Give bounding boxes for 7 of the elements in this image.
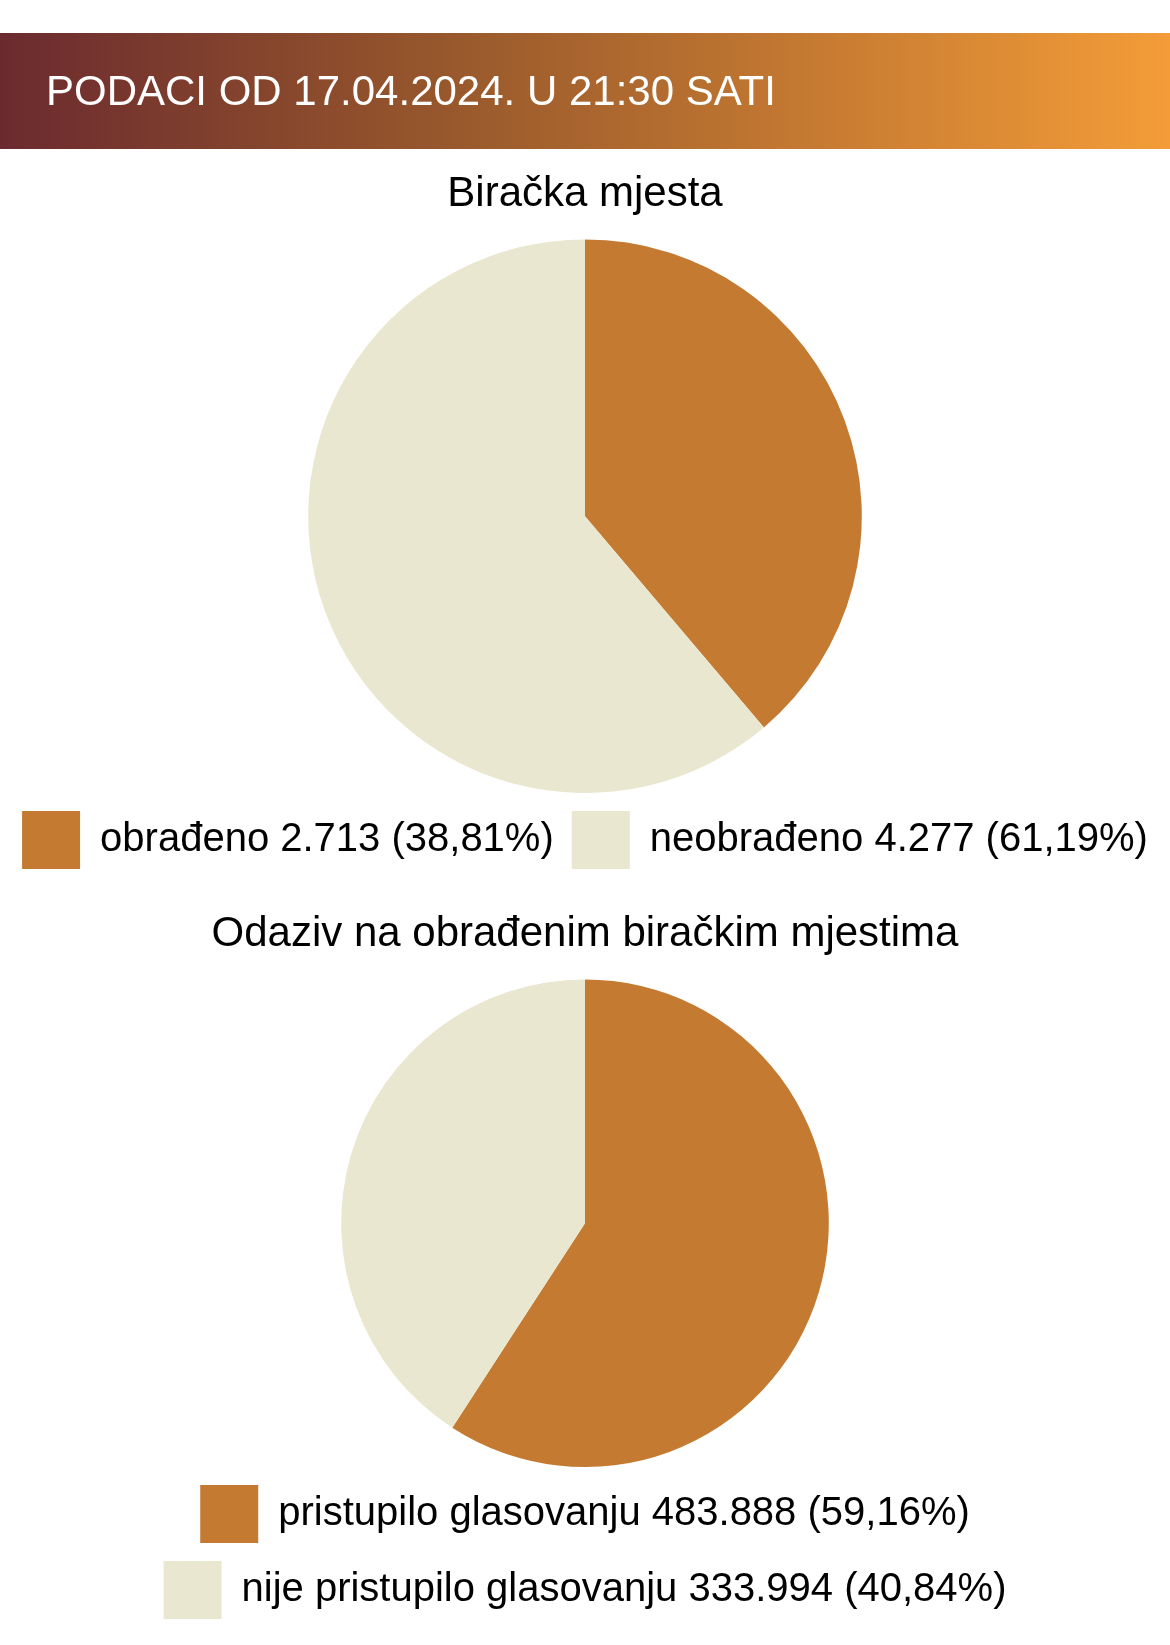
chart-subtitle: Biračka mjesta bbox=[447, 167, 724, 215]
legend-label: pristupilo glasovanju 483.888 (59,16%) bbox=[278, 1489, 970, 1534]
legend-label: neobrađeno 4.277 (61,19%) bbox=[649, 815, 1148, 860]
chart-title: PODACI OD 17.04.2024. U 21:30 SATI bbox=[0, 33, 1170, 149]
chart-title: Odaziv na obrađenim biračkim mjestima bbox=[211, 907, 960, 955]
legend-label: obrađeno 2.713 (38,81%) bbox=[100, 815, 554, 860]
legend-label: nije pristupilo glasovanju 333.994 (40,84%) bbox=[241, 1565, 1007, 1610]
